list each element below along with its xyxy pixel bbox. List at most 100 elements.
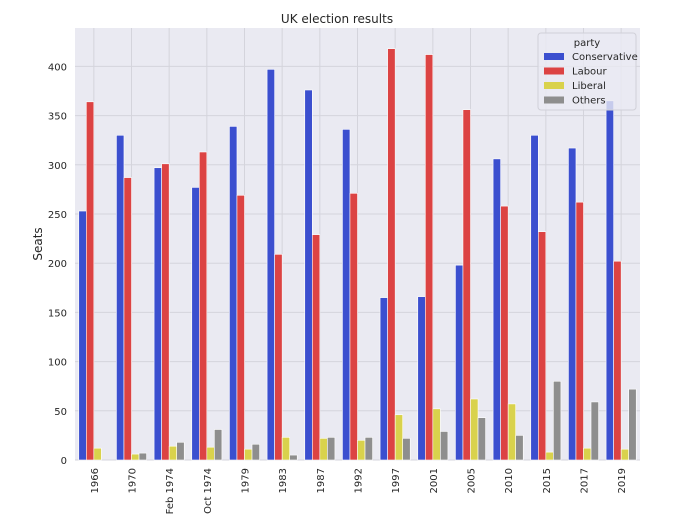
legend-swatch-labour	[544, 67, 564, 75]
bar-others-1997	[402, 438, 411, 461]
bar-others-1970	[138, 452, 147, 461]
x-tick-label: 1992	[354, 468, 365, 493]
bar-liberal-2015	[545, 451, 554, 461]
chart-title: UK election results	[281, 12, 393, 26]
y-axis-label: Seats	[31, 227, 45, 260]
bar-others-oct-1974	[214, 429, 223, 461]
bar-labour-2010	[500, 205, 509, 461]
bar-conservative-feb-1974	[153, 167, 162, 461]
bar-liberal-2019	[620, 448, 630, 461]
bar-others-2010	[515, 435, 524, 461]
bar-others-2001	[440, 431, 449, 461]
x-tick-label: 2015	[542, 468, 553, 493]
bar-conservative-1966	[78, 210, 87, 461]
x-tick-label: 2010	[504, 468, 515, 493]
bar-conservative-1987	[304, 89, 313, 461]
bar-liberal-2010	[507, 403, 516, 461]
legend-swatch-others	[544, 96, 564, 104]
bar-labour-1970	[123, 177, 132, 461]
legend: party Conservative Labour Liberal Others	[537, 32, 638, 111]
y-tick-label: 150	[48, 308, 67, 319]
bar-labour-2001	[424, 54, 434, 461]
y-tick-label: 250	[48, 210, 67, 221]
legend-label-liberal: Liberal	[572, 81, 606, 92]
bar-others-feb-1974	[176, 441, 185, 461]
bar-liberal-2005	[470, 398, 479, 461]
bar-labour-feb-1974	[161, 163, 170, 461]
bar-labour-2019	[613, 260, 622, 461]
y-tick-label: 0	[61, 456, 67, 467]
bar-conservative-1983	[266, 69, 275, 461]
x-tick-label: 1970	[128, 468, 139, 493]
legend-label-labour: Labour	[572, 67, 608, 78]
bars	[78, 48, 637, 461]
bar-liberal-1992	[357, 440, 366, 461]
bar-others-2017	[590, 401, 599, 461]
bar-others-1992	[364, 437, 373, 461]
y-tick-label: 100	[48, 358, 67, 369]
x-tick-label: 2005	[467, 468, 478, 493]
x-tick-label: 1979	[241, 468, 252, 493]
bar-conservative-2017	[568, 147, 577, 461]
bar-others-2019	[628, 388, 637, 461]
y-tick-label: 200	[48, 259, 67, 270]
bar-labour-1987	[311, 234, 321, 461]
x-ticks: 1966 1970 Feb 1974 Oct 1974 1979 1983 1987 1992…	[90, 468, 628, 514]
bar-liberal-2017	[583, 447, 592, 461]
y-tick-label: 400	[48, 62, 67, 73]
bar-conservative-1979	[229, 126, 238, 461]
bar-others-1983	[289, 454, 298, 461]
y-tick-label: 50	[54, 407, 67, 418]
y-tick-label: 350	[48, 112, 67, 123]
bar-conservative-1997	[379, 297, 388, 461]
bar-liberal-feb-1974	[168, 445, 178, 461]
legend-box	[537, 32, 637, 111]
bar-labour-2015	[537, 231, 547, 461]
bar-liberal-1966	[93, 447, 102, 461]
bar-liberal-2001	[432, 408, 441, 461]
x-tick-label: 2019	[617, 468, 628, 493]
legend-swatch-liberal	[544, 82, 564, 89]
bar-conservative-2005	[455, 264, 464, 461]
legend-title: party	[574, 38, 601, 49]
bar-labour-2005	[462, 109, 471, 461]
bar-others-2005	[477, 417, 486, 461]
bar-liberal-1970	[131, 453, 140, 461]
x-tick-label: Feb 1974	[165, 468, 176, 514]
bar-liberal-oct-1974	[206, 446, 215, 461]
bar-labour-1983	[274, 254, 283, 461]
bar-conservative-2019	[605, 100, 614, 461]
bar-liberal-1987	[319, 438, 328, 461]
y-ticks: 0 50 100 150 200 250 300 350 400	[48, 62, 67, 467]
bar-labour-oct-1974	[199, 151, 208, 461]
legend-label-conservative: Conservative	[572, 52, 638, 63]
bar-labour-1992	[349, 193, 358, 461]
x-tick-label: 2017	[580, 468, 591, 493]
bar-others-2015	[553, 380, 562, 461]
legend-label-others: Others	[572, 96, 606, 107]
bar-labour-2017	[575, 201, 584, 461]
bar-conservative-2001	[417, 296, 426, 461]
legend-swatch-conservative	[544, 53, 564, 60]
x-tick-label: 1987	[316, 468, 327, 493]
bar-labour-1997	[387, 48, 396, 461]
bar-conservative-1970	[116, 134, 125, 461]
x-tick-label: 1997	[391, 468, 402, 493]
bar-others-1979	[251, 443, 260, 461]
bar-conservative-oct-1974	[191, 187, 200, 461]
y-tick-label: 300	[48, 161, 67, 172]
x-tick-label: 1966	[90, 468, 101, 493]
x-tick-label: 1983	[278, 468, 289, 493]
x-tick-label: 2001	[429, 468, 440, 493]
bar-conservative-2010	[492, 158, 501, 461]
bar-labour-1979	[236, 194, 245, 461]
bar-liberal-1979	[244, 448, 253, 461]
x-tick-label: Oct 1974	[203, 468, 214, 514]
bar-conservative-2015	[530, 134, 539, 461]
bar-liberal-1983	[281, 437, 290, 461]
bar-others-1987	[327, 437, 336, 461]
bar-labour-1966	[86, 101, 95, 461]
bar-conservative-1992	[342, 129, 351, 461]
bar-liberal-1997	[394, 414, 403, 461]
